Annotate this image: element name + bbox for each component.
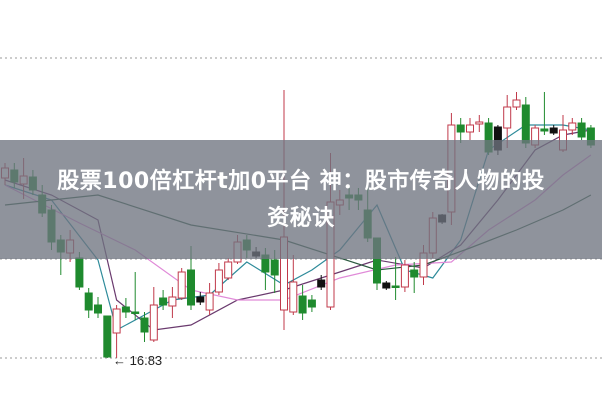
candle-body (391, 285, 400, 288)
candle-body (456, 124, 465, 133)
candle-body (568, 122, 577, 131)
candle-body (103, 315, 112, 358)
candle-body (196, 296, 205, 303)
title-line-1: 股票100倍杠杆t加0平台 神：股市传奇人物的投 (57, 168, 545, 194)
candle-body (298, 295, 307, 314)
candle-body (289, 281, 298, 313)
low-price-value: 16.83 (129, 353, 163, 368)
candle-body (84, 292, 93, 311)
candle-body (466, 124, 474, 133)
candle-body (382, 282, 391, 289)
candle-body (270, 259, 279, 276)
candle-body (131, 311, 140, 314)
candle-body (94, 304, 102, 314)
candle-body (475, 121, 484, 125)
candle-body (149, 304, 158, 341)
title-line-2: 资秘诀 (267, 205, 335, 231)
candle-body (187, 269, 195, 306)
candle-body (112, 308, 121, 334)
candle-body (121, 306, 130, 313)
candle-body (317, 279, 326, 288)
title-banner: 股票100倍杠杆t加0平台 神：股市传奇人物的投 资秘诀 (0, 140, 602, 259)
low-price-annotation: ← 16.83 (113, 353, 163, 368)
candle-body (549, 127, 558, 134)
candle-body (140, 317, 149, 333)
candle-body (577, 122, 586, 138)
candle-body (307, 299, 316, 308)
candle-body (214, 269, 223, 293)
candle-body (512, 99, 521, 108)
candle-body (400, 264, 409, 288)
candle-body (503, 106, 512, 129)
candle-body (159, 297, 168, 306)
candle-body (205, 292, 214, 311)
candle-body (410, 269, 419, 278)
candle-body (168, 296, 177, 307)
candle-body (540, 128, 549, 132)
candle-body (224, 261, 233, 279)
candle-body (521, 104, 530, 144)
candle-body (177, 271, 186, 299)
candle-body (75, 257, 84, 288)
